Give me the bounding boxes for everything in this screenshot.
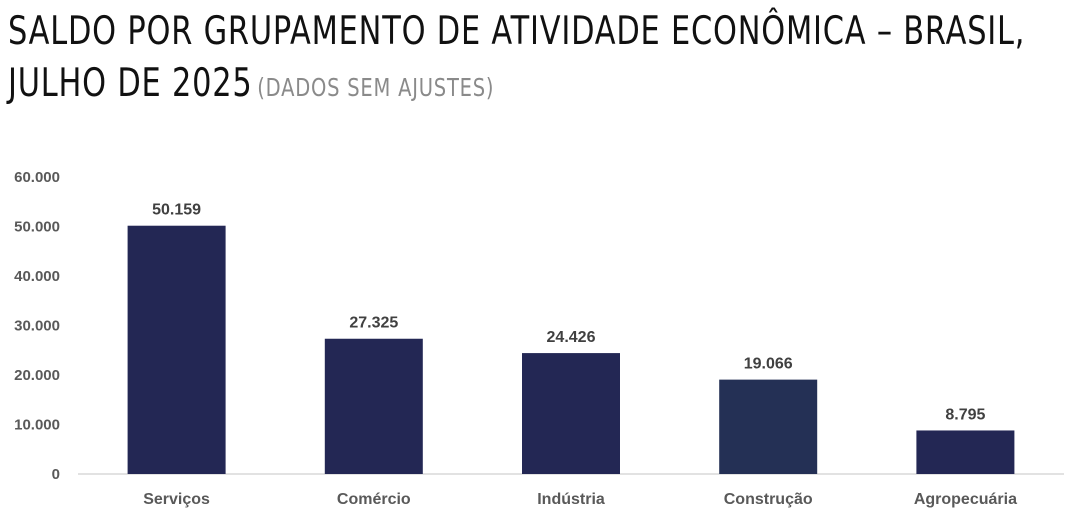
y-tick-label: 20.000 xyxy=(14,367,60,384)
chart-title-line-2-text: JULHO DE 2025 xyxy=(8,61,253,106)
y-tick-label: 30.000 xyxy=(14,318,60,335)
y-tick-label: 60.000 xyxy=(14,169,60,186)
x-tick-label: Agropecuária xyxy=(914,491,1017,508)
bar xyxy=(522,353,620,474)
bar xyxy=(324,338,423,474)
y-tick-label: 0 xyxy=(52,466,60,483)
y-tick-label: 40.000 xyxy=(14,268,60,285)
data-label: 8.795 xyxy=(945,406,985,423)
bar xyxy=(127,225,226,474)
x-tick-label: Comércio xyxy=(337,491,411,508)
data-labels: 50.159 27.325 24.426 19.066 8.795 xyxy=(152,202,985,424)
x-axis-labels: Serviços Comércio Indústria Construção Agrop… xyxy=(143,491,1017,508)
y-axis: 0 10.000 20.000 30.000 40.000 50.000 60.000 xyxy=(14,169,60,483)
y-tick-label: 50.000 xyxy=(14,219,60,236)
bar xyxy=(916,430,1015,474)
chart-title-line-2: JULHO DE 2025 (DADOS SEM AJUSTES) xyxy=(8,58,835,114)
data-label: 50.159 xyxy=(152,202,201,219)
data-label: 24.426 xyxy=(547,329,596,346)
data-label: 27.325 xyxy=(349,315,398,332)
bar xyxy=(719,379,818,474)
x-tick-label: Indústria xyxy=(537,491,605,508)
x-tick-label: Serviços xyxy=(143,491,210,508)
data-label: 19.066 xyxy=(744,356,793,373)
y-tick-label: 10.000 xyxy=(14,417,60,434)
x-tick-label: Construção xyxy=(724,491,813,508)
chart-subtitle: (DADOS SEM AJUSTES) xyxy=(257,73,495,102)
bars xyxy=(127,225,1015,474)
